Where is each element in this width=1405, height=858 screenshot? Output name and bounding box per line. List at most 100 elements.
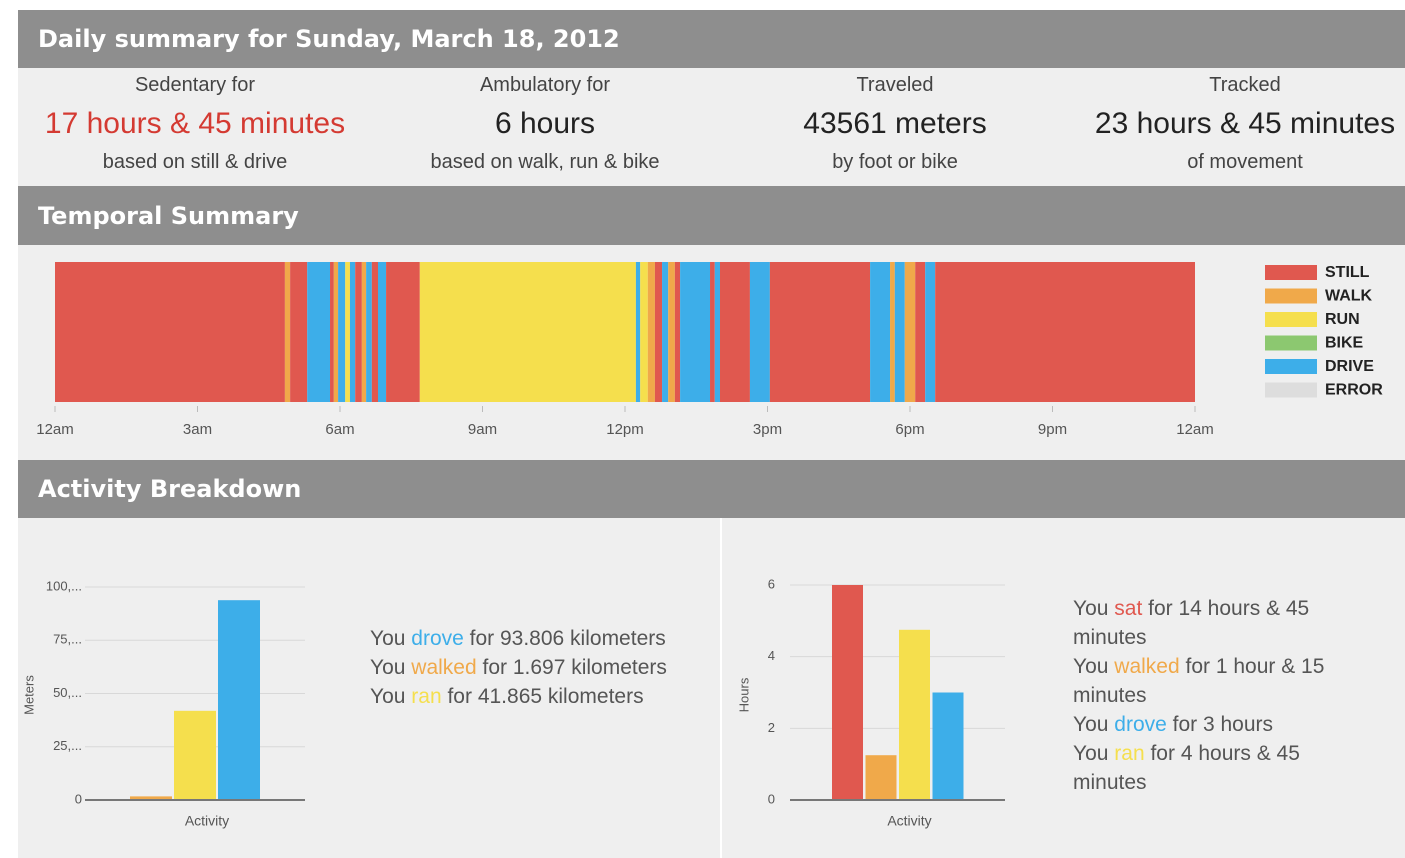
activity-segment: [640, 262, 648, 402]
y-tick-label: 0: [768, 791, 775, 806]
x-tick-label: 6pm: [895, 421, 924, 438]
x-tick-label: 12am: [36, 421, 74, 438]
time-summary: You sat for 14 hours & 45 minutes You wal…: [1073, 594, 1363, 797]
activity-segment: [333, 262, 339, 402]
bar: [130, 796, 172, 800]
stat-value: 6 hours: [494, 107, 596, 140]
x-tick-label: 9am: [468, 421, 497, 438]
bar: [932, 692, 964, 800]
bar: [865, 755, 897, 800]
distance-panel: [18, 518, 720, 858]
activity-word: ran: [1114, 742, 1145, 765]
stat: Sedentary for 17 hours & 45 minutes based …: [20, 68, 370, 174]
activity-segment: [680, 262, 711, 402]
section-bar: Temporal Summary: [18, 186, 1405, 245]
legend-label: WALK: [1325, 288, 1373, 305]
text: for 1.697 kilometers: [476, 656, 667, 679]
stat: Traveled 43561 meters by foot or bike: [720, 68, 1070, 174]
text: for 41.865 kilometers: [441, 685, 644, 708]
text: for 14 hours & 45 minutes: [1073, 597, 1310, 649]
activity-segment: [371, 262, 378, 402]
y-tick-label: 75,...: [53, 632, 82, 647]
section-bar: Activity Breakdown: [18, 460, 1405, 518]
y-tick-label: 4: [768, 648, 775, 663]
activity-segment: [915, 262, 926, 402]
activity-segment: [378, 262, 387, 402]
activity-segment: [674, 262, 681, 402]
activity-segment: [894, 262, 905, 402]
text: You: [1073, 597, 1115, 620]
text: You: [370, 627, 412, 650]
activity-word: drove: [411, 627, 464, 650]
activity-segment: [355, 262, 362, 402]
y-tick-label: 25,...: [53, 738, 82, 753]
stat-note: based on walk, run & bike: [430, 151, 660, 173]
legend-label: DRIVE: [1325, 358, 1374, 375]
stat-note: of movement: [1187, 151, 1303, 173]
stat-label: Ambulatory for: [479, 74, 611, 96]
legend-swatch: [1265, 359, 1317, 374]
legend-label: STILL: [1325, 264, 1370, 281]
activity-segment: [654, 262, 663, 402]
summary-line: You drove for 93.806 kilometers: [370, 624, 690, 653]
activity-segment: [419, 262, 636, 402]
x-axis-label: Activity: [185, 813, 229, 829]
activity-segment: [366, 262, 372, 402]
text: You: [370, 656, 412, 679]
summary-line: You drove for 3 hours: [1073, 710, 1363, 739]
activity-segment: [349, 262, 356, 402]
section-title: Activity Breakdown: [38, 475, 302, 503]
activity-word: walked: [411, 656, 477, 679]
activity-segment: [55, 262, 285, 402]
text: You: [1073, 742, 1115, 765]
x-tick-label: 3pm: [753, 421, 782, 438]
activity-segment: [769, 262, 871, 402]
x-tick-label: 3am: [183, 421, 212, 438]
bar: [832, 585, 863, 800]
activity-segment: [284, 262, 291, 402]
title: Daily summary for Sunday, March 18, 2012: [38, 25, 620, 53]
x-tick-label: 9pm: [1038, 421, 1067, 438]
activity-segment: [925, 262, 936, 402]
activity-word: drove: [1114, 713, 1167, 736]
stat-value: 23 hours & 45 minutes: [1094, 107, 1396, 140]
activity-segment: [338, 262, 346, 402]
stat-label: Sedentary for: [134, 74, 256, 96]
stat-label: Tracked: [1209, 74, 1281, 96]
activity-segment: [935, 262, 1195, 402]
stat: Ambulatory for 6 hours based on walk, run …: [370, 68, 720, 174]
activity-word: sat: [1114, 597, 1143, 620]
y-tick-label: 50,...: [53, 685, 82, 700]
summary-line: You ran for 41.865 kilometers: [370, 682, 690, 711]
summary-line: You ran for 4 hours & 45 minutes: [1073, 739, 1363, 797]
bar: [174, 710, 216, 800]
text: for 3 hours: [1166, 713, 1274, 736]
bar: [218, 600, 260, 800]
x-tick-label: 6am: [325, 421, 354, 438]
y-tick-label: 6: [768, 576, 775, 591]
activity-segment: [710, 262, 715, 402]
activity-segment: [386, 262, 420, 402]
y-tick-label: 0: [75, 791, 82, 806]
summary-line: You walked for 1 hour & 15 minutes: [1073, 652, 1363, 710]
x-tick-label: 12am: [1176, 421, 1214, 438]
section-title: Temporal Summary: [38, 201, 299, 230]
activity-segment: [345, 262, 350, 402]
legend-swatch: [1265, 382, 1317, 398]
stat-value: 17 hours & 45 minutes: [44, 107, 346, 140]
legend-label: BIKE: [1325, 335, 1364, 352]
legend-swatch: [1265, 312, 1317, 327]
activity-segment: [290, 262, 308, 402]
stat-note: based on still & drive: [102, 151, 288, 173]
activity-segment: [668, 262, 675, 402]
activity-word: ran: [411, 685, 442, 708]
activity-segment: [307, 262, 331, 402]
text: for 93.806 kilometers: [463, 627, 666, 650]
legend-swatch: [1265, 288, 1317, 304]
activity-segment: [635, 262, 641, 402]
stat: Tracked 23 hours & 45 minutes of movement: [1070, 68, 1405, 174]
distance-summary: You drove for 93.806 kilometers You walke…: [370, 624, 690, 711]
legend-swatch: [1265, 335, 1317, 351]
activity-segment: [714, 262, 720, 402]
